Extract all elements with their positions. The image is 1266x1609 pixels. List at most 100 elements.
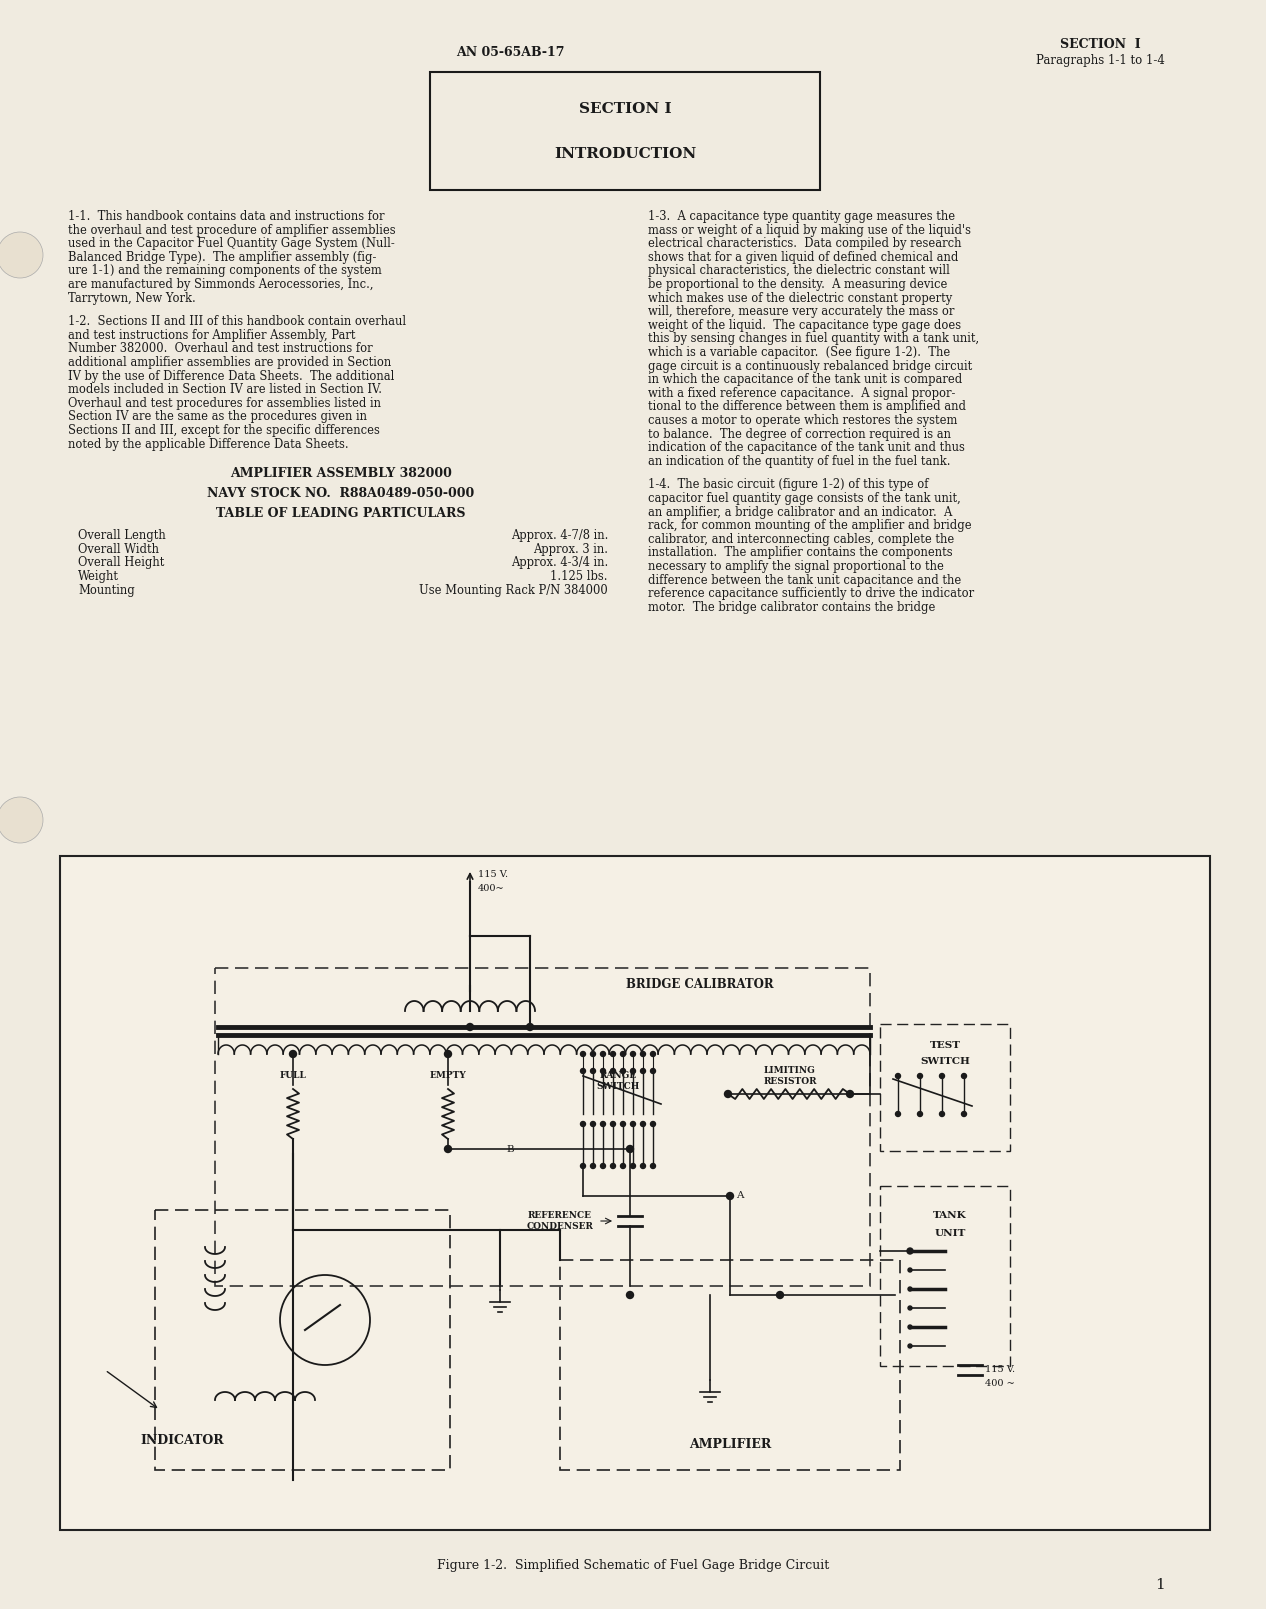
Text: which makes use of the dielectric constant property: which makes use of the dielectric consta… (648, 291, 952, 304)
Circle shape (600, 1121, 605, 1126)
Text: reference capacitance sufficiently to drive the indicator: reference capacitance sufficiently to dr… (648, 587, 974, 600)
Circle shape (895, 1073, 900, 1078)
Text: installation.  The amplifier contains the components: installation. The amplifier contains the… (648, 547, 952, 560)
Bar (880, 1186, 1010, 1366)
Circle shape (590, 1121, 595, 1126)
Text: will, therefore, measure very accurately the mass or: will, therefore, measure very accurately… (648, 306, 955, 319)
Circle shape (627, 1292, 633, 1298)
Bar (880, 1023, 1010, 1150)
Circle shape (610, 1068, 615, 1073)
Text: Weight: Weight (78, 570, 119, 582)
Text: Paragraphs 1-1 to 1-4: Paragraphs 1-1 to 1-4 (1036, 53, 1165, 66)
Circle shape (620, 1121, 625, 1126)
Circle shape (444, 1051, 452, 1057)
Circle shape (895, 1112, 900, 1117)
Circle shape (610, 1052, 615, 1057)
Text: AN 05-65AB-17: AN 05-65AB-17 (456, 45, 565, 58)
Circle shape (651, 1163, 656, 1168)
Circle shape (918, 1112, 923, 1117)
Text: UNIT: UNIT (934, 1229, 966, 1239)
Text: AMPLIFIER: AMPLIFIER (689, 1438, 771, 1451)
Text: CONDENSER: CONDENSER (527, 1221, 594, 1231)
Text: Sections II and III, except for the specific differences: Sections II and III, except for the spec… (68, 425, 380, 438)
Text: calibrator, and interconnecting cables, complete the: calibrator, and interconnecting cables, … (648, 533, 955, 545)
Text: EMPTY: EMPTY (429, 1072, 466, 1080)
Circle shape (641, 1052, 646, 1057)
Text: 115 V.: 115 V. (985, 1366, 1015, 1374)
Text: Section IV are the same as the procedures given in: Section IV are the same as the procedure… (68, 410, 367, 423)
Text: TABLE OF LEADING PARTICULARS: TABLE OF LEADING PARTICULARS (216, 507, 466, 520)
Text: rack, for common mounting of the amplifier and bridge: rack, for common mounting of the amplifi… (648, 520, 971, 533)
Text: shows that for a given liquid of defined chemical and: shows that for a given liquid of defined… (648, 251, 958, 264)
Text: Number 382000.  Overhaul and test instructions for: Number 382000. Overhaul and test instruc… (68, 343, 372, 356)
Circle shape (961, 1112, 966, 1117)
Circle shape (600, 1052, 605, 1057)
Text: difference between the tank unit capacitance and the: difference between the tank unit capacit… (648, 573, 961, 587)
Circle shape (727, 1192, 733, 1199)
Text: Overhaul and test procedures for assemblies listed in: Overhaul and test procedures for assembl… (68, 397, 381, 410)
Circle shape (908, 1307, 912, 1310)
Circle shape (581, 1068, 585, 1073)
Circle shape (908, 1268, 912, 1273)
Circle shape (610, 1121, 615, 1126)
Circle shape (630, 1068, 636, 1073)
Circle shape (581, 1052, 585, 1057)
Circle shape (918, 1073, 923, 1078)
Text: AMPLIFIER ASSEMBLY 382000: AMPLIFIER ASSEMBLY 382000 (230, 467, 452, 479)
Text: BRIDGE CALIBRATOR: BRIDGE CALIBRATOR (627, 978, 774, 991)
Text: SWITCH: SWITCH (920, 1057, 970, 1067)
Text: IV by the use of Difference Data Sheets.  The additional: IV by the use of Difference Data Sheets.… (68, 370, 395, 383)
Text: physical characteristics, the dielectric constant will: physical characteristics, the dielectric… (648, 264, 950, 277)
Text: motor.  The bridge calibrator contains the bridge: motor. The bridge calibrator contains th… (648, 600, 936, 613)
Circle shape (627, 1146, 633, 1152)
Circle shape (590, 1163, 595, 1168)
Text: causes a motor to operate which restores the system: causes a motor to operate which restores… (648, 414, 957, 426)
Text: Overall Length: Overall Length (78, 529, 166, 542)
Text: 400 ~: 400 ~ (985, 1379, 1015, 1389)
Text: TEST: TEST (929, 1041, 961, 1051)
Text: LIMITING: LIMITING (765, 1067, 817, 1075)
Text: Figure 1-2.  Simplified Schematic of Fuel Gage Bridge Circuit: Figure 1-2. Simplified Schematic of Fuel… (437, 1559, 829, 1572)
Circle shape (847, 1091, 853, 1097)
Text: ure 1-1) and the remaining components of the system: ure 1-1) and the remaining components of… (68, 264, 382, 277)
Text: Tarrytown, New York.: Tarrytown, New York. (68, 291, 196, 304)
Circle shape (600, 1163, 605, 1168)
Bar (560, 1260, 900, 1471)
Circle shape (590, 1068, 595, 1073)
Text: 400~: 400~ (479, 883, 505, 893)
Circle shape (724, 1091, 732, 1097)
Text: gage circuit is a continuously rebalanced bridge circuit: gage circuit is a continuously rebalance… (648, 359, 972, 373)
Text: SECTION I: SECTION I (579, 101, 671, 116)
Circle shape (590, 1052, 595, 1057)
Text: Approx. 4-7/8 in.: Approx. 4-7/8 in. (510, 529, 608, 542)
Text: SWITCH: SWITCH (596, 1081, 639, 1091)
Circle shape (651, 1068, 656, 1073)
Circle shape (776, 1292, 784, 1298)
Circle shape (630, 1121, 636, 1126)
Text: 1-2.  Sections II and III of this handbook contain overhaul: 1-2. Sections II and III of this handboo… (68, 315, 406, 328)
Circle shape (651, 1052, 656, 1057)
Text: mass or weight of a liquid by making use of the liquid's: mass or weight of a liquid by making use… (648, 224, 971, 237)
Text: Use Mounting Rack P/N 384000: Use Mounting Rack P/N 384000 (419, 584, 608, 597)
Text: models included in Section IV are listed in Section IV.: models included in Section IV are listed… (68, 383, 382, 396)
Circle shape (610, 1163, 615, 1168)
Circle shape (620, 1068, 625, 1073)
Circle shape (527, 1023, 533, 1030)
Text: B: B (506, 1144, 514, 1154)
Text: Approx. 3 in.: Approx. 3 in. (533, 542, 608, 555)
Text: TANK: TANK (933, 1212, 967, 1221)
Text: NAVY STOCK NO.  R88A0489-050-000: NAVY STOCK NO. R88A0489-050-000 (208, 488, 475, 500)
Text: indication of the capacitance of the tank unit and thus: indication of the capacitance of the tan… (648, 441, 965, 454)
Text: 115 V.: 115 V. (479, 869, 508, 879)
Text: are manufactured by Simmonds Aerocessories, Inc.,: are manufactured by Simmonds Aerocessori… (68, 278, 373, 291)
Text: 1: 1 (1155, 1578, 1165, 1591)
Bar (154, 1210, 449, 1471)
Circle shape (0, 232, 43, 278)
Text: which is a variable capacitor.  (See figure 1-2).  The: which is a variable capacitor. (See figu… (648, 346, 951, 359)
Text: Approx. 4-3/4 in.: Approx. 4-3/4 in. (510, 557, 608, 570)
Text: an amplifier, a bridge calibrator and an indicator.  A: an amplifier, a bridge calibrator and an… (648, 505, 952, 518)
Text: necessary to amplify the signal proportional to the: necessary to amplify the signal proporti… (648, 560, 944, 573)
Text: be proportional to the density.  A measuring device: be proportional to the density. A measur… (648, 278, 947, 291)
Text: 1-3.  A capacitance type quantity gage measures the: 1-3. A capacitance type quantity gage me… (648, 211, 955, 224)
Circle shape (620, 1163, 625, 1168)
